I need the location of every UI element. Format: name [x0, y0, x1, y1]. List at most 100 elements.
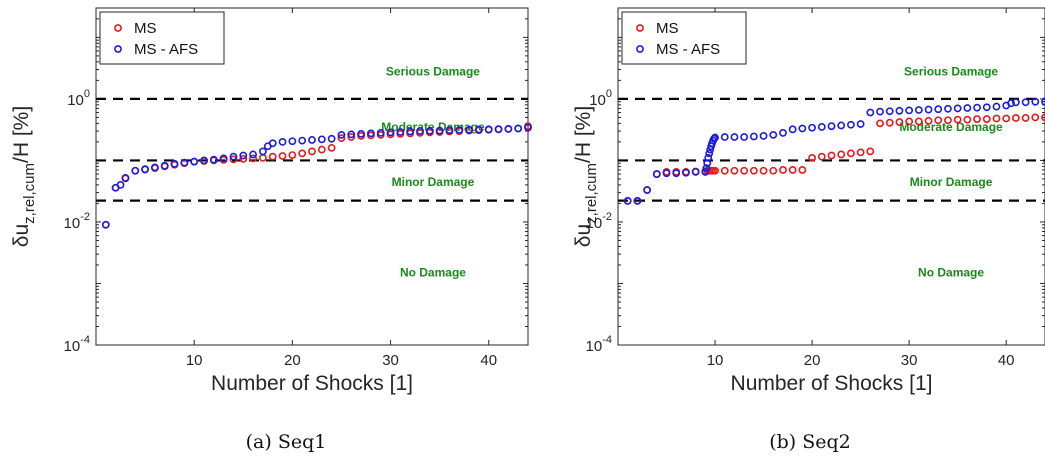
- data-point: [837, 150, 846, 159]
- y-tick-base: 10: [586, 215, 603, 232]
- data-point: [259, 147, 267, 156]
- data-point: [347, 133, 356, 141]
- data-point: [1007, 99, 1015, 108]
- x-tick-label: 10: [707, 352, 724, 369]
- series-ms-afs: [101, 123, 532, 229]
- data-point: [484, 125, 493, 134]
- data-point: [856, 148, 865, 157]
- data-point: [514, 124, 523, 133]
- data-point: [705, 149, 714, 158]
- data-point: [239, 154, 248, 163]
- data-point: [953, 115, 962, 124]
- x-axis-label: Number of Shocks [1]: [211, 372, 413, 395]
- data-point: [704, 153, 713, 162]
- data-point: [623, 196, 632, 205]
- x-tick-label: 40: [480, 352, 497, 369]
- data-point: [327, 143, 336, 152]
- data-point: [847, 149, 855, 158]
- data-point: [740, 166, 749, 175]
- data-point: [308, 136, 316, 144]
- y-tick-exponent: -2: [80, 211, 90, 223]
- data-point: [817, 152, 826, 161]
- data-point: [769, 130, 778, 139]
- data-point: [101, 220, 110, 229]
- data-point: [190, 157, 199, 166]
- data-point: [691, 168, 700, 176]
- data-point: [992, 114, 1001, 123]
- data-point: [416, 127, 424, 135]
- data-point: [396, 128, 405, 136]
- data-point: [798, 166, 807, 174]
- data-point: [730, 133, 739, 141]
- data-point: [116, 180, 125, 189]
- legend-entry: MS: [656, 20, 679, 37]
- data-point: [740, 133, 749, 141]
- data-point: [435, 126, 444, 135]
- legend-box: [99, 11, 225, 65]
- y-tick-label: 100: [67, 88, 90, 109]
- data-point: [465, 125, 473, 134]
- data-point: [376, 129, 385, 137]
- y-label-rest: /H [%]: [572, 106, 595, 163]
- data-point: [895, 118, 904, 126]
- data-point: [963, 115, 972, 124]
- data-point: [406, 127, 415, 136]
- data-point: [180, 158, 189, 167]
- data-point: [769, 166, 778, 175]
- data-point: [702, 164, 711, 173]
- data-point: [229, 155, 238, 164]
- data-point: [239, 151, 248, 160]
- data-point: [779, 166, 787, 174]
- data-point: [817, 123, 826, 131]
- data-point: [720, 166, 729, 175]
- data-point: [779, 129, 787, 137]
- y-label-subscript: z,rel,cum: [21, 163, 38, 224]
- legend-marker: [114, 24, 122, 32]
- legend: MS MS - AFS: [621, 11, 747, 65]
- y-tick-exponent: 0: [84, 88, 90, 100]
- data-point: [788, 166, 797, 174]
- data-point: [475, 125, 483, 134]
- data-point: [160, 161, 169, 170]
- data-point: [827, 122, 836, 131]
- data-point: [367, 129, 375, 138]
- data-point: [944, 116, 952, 125]
- y-axis-label: δuz,rel,cum/H [%]: [10, 106, 38, 247]
- y-tick-label: 10-2: [64, 211, 90, 232]
- data-point: [982, 115, 991, 123]
- data-point: [876, 119, 884, 128]
- data-point: [633, 196, 642, 205]
- data-point: [672, 169, 681, 178]
- data-point: [749, 166, 758, 175]
- data-point: [298, 149, 307, 158]
- data-point: [973, 115, 981, 123]
- data-point: [914, 117, 923, 126]
- data-point: [445, 126, 454, 135]
- data-point: [1041, 113, 1045, 122]
- y-tick-base: 10: [64, 338, 81, 355]
- data-point: [386, 128, 395, 137]
- data-point: [1041, 97, 1045, 106]
- data-point: [317, 135, 326, 144]
- x-tick-label: 30: [382, 352, 399, 369]
- legend-marker: [114, 45, 122, 53]
- data-point: [1031, 113, 1040, 122]
- data-point: [209, 155, 218, 164]
- y-tick-label: 10-2: [586, 211, 612, 232]
- data-point: [856, 120, 865, 128]
- data-point: [317, 145, 326, 154]
- data-point: [1002, 114, 1011, 123]
- data-point: [141, 165, 149, 174]
- data-point: [131, 166, 140, 175]
- data-point: [1021, 98, 1030, 107]
- data-point: [504, 125, 513, 133]
- data-point: [788, 125, 797, 134]
- data-point: [268, 139, 277, 148]
- x-tick-label: 10: [186, 352, 203, 369]
- data-point: [866, 147, 875, 156]
- data-point: [308, 147, 316, 156]
- y-axis-label: δuz,rel,cum/H [%]: [572, 106, 600, 247]
- zone-label: Serious Damage: [904, 64, 998, 78]
